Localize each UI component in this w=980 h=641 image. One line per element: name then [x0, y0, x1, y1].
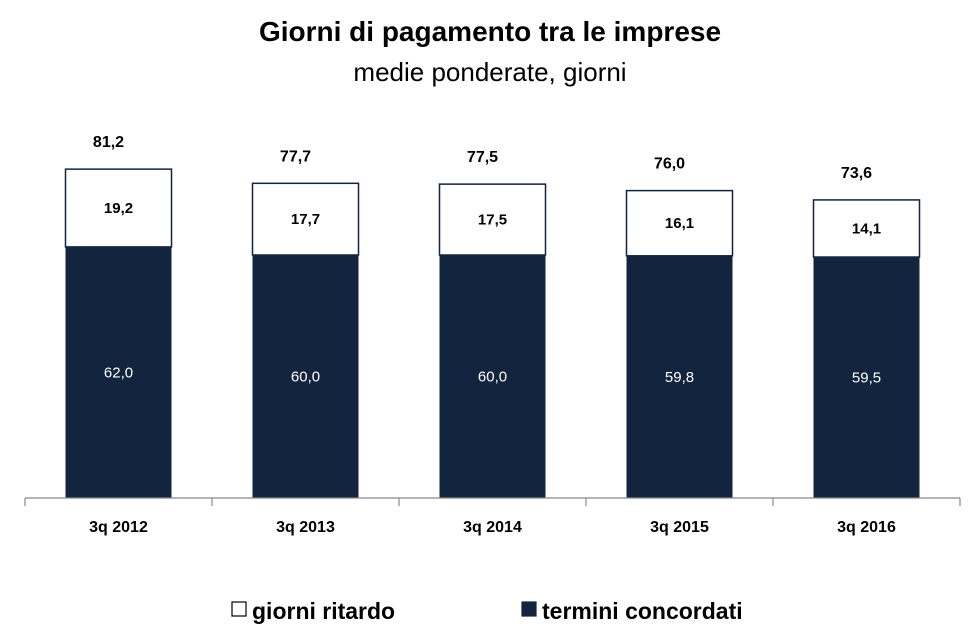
x-tick-label: 3q 2015 — [650, 519, 709, 536]
bar-termini-concordati — [439, 255, 546, 498]
bar-giorni-ritardo — [625, 189, 734, 257]
bar-giorni-ritardo — [251, 182, 360, 256]
data-label-giorni-ritardo: 17,7 — [291, 211, 320, 228]
data-label-giorni-ritardo: 14,1 — [852, 220, 881, 237]
bar-termini-concordati — [65, 246, 172, 498]
data-label-giorni-ritardo: 19,2 — [104, 200, 133, 217]
data-label-total: 77,7 — [280, 148, 311, 165]
x-axis-labels: 3q 2012 3q 2013 3q 2014 3q 2015 3q 2016 — [89, 519, 896, 536]
legend-swatch-giorni-ritardo — [231, 601, 247, 617]
data-label-giorni-ritardo: 17,5 — [478, 212, 507, 229]
data-label-termini-concordati: 60,0 — [291, 369, 320, 386]
bar-termini-concordati — [252, 255, 359, 498]
legend-swatch-termini-concordati — [521, 601, 537, 617]
legend: giorni ritardo termini concordati — [231, 598, 743, 624]
x-tick-label: 3q 2013 — [276, 519, 335, 536]
x-tick-label: 3q 2016 — [837, 519, 896, 536]
chart-subtitle: medie ponderate, giorni — [353, 57, 626, 87]
chart-title: Giorni di pagamento tra le imprese — [259, 16, 721, 47]
x-tick-label: 3q 2014 — [463, 519, 522, 536]
legend-label-termini-concordati: termini concordati — [542, 598, 743, 624]
data-label-termini-concordati: 60,0 — [478, 369, 507, 386]
data-label-termini-concordati: 59,8 — [665, 369, 694, 386]
data-label-total: 73,6 — [841, 165, 872, 182]
bar-termini-concordati — [813, 257, 920, 498]
data-label-total: 76,0 — [654, 156, 685, 173]
data-label-giorni-ritardo: 16,1 — [665, 215, 694, 232]
data-label-termini-concordati: 62,0 — [104, 364, 133, 381]
x-axis-ticks — [24, 498, 961, 506]
data-label-total: 81,2 — [93, 134, 124, 151]
bar-giorni-ritardo — [812, 199, 921, 258]
bar-termini-concordati — [626, 255, 733, 498]
bar-giorni-ritardo — [64, 168, 173, 248]
data-label-total: 77,5 — [467, 149, 498, 166]
legend-label-giorni-ritardo: giorni ritardo — [252, 598, 395, 624]
bar-giorni-ritardo — [438, 183, 547, 256]
data-label-termini-concordati: 59,5 — [852, 370, 881, 387]
plot-area: 62,0 19,2 81,2 60,0 17,7 77,7 60,0 17,5 77,5 59,8… — [64, 134, 921, 498]
x-tick-label: 3q 2012 — [89, 519, 148, 536]
